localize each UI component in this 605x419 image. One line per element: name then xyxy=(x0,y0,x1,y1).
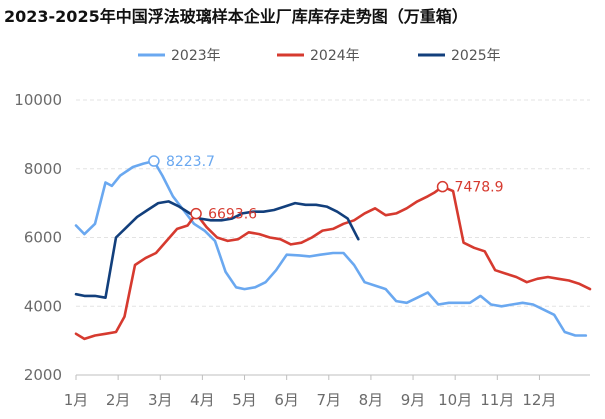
y-tick-label: 8000 xyxy=(24,160,62,178)
annotations: 8223.7 6693.6 7478.9 xyxy=(148,154,504,223)
x-tick-label: 10月 xyxy=(438,391,472,409)
annotation-marker xyxy=(190,207,202,220)
x-tick-label: 4月 xyxy=(190,391,215,409)
annotation-marker xyxy=(436,180,449,193)
x-tick-label: 9月 xyxy=(401,391,426,409)
series-line xyxy=(74,185,592,341)
x-tick-label: 7月 xyxy=(317,391,342,409)
y-tick-label: 10000 xyxy=(14,91,62,109)
legend-label: 2023年 xyxy=(171,48,221,64)
series-line xyxy=(74,159,588,337)
x-tick-label: 1月 xyxy=(64,391,89,409)
x-tick-label: 3月 xyxy=(148,391,173,409)
x-tick-label: 5月 xyxy=(232,391,257,409)
y-axis-ticks: 2000 4000 6000 8000 10000 xyxy=(14,91,62,384)
legend: 2023年 2024年 2025年 xyxy=(138,48,501,64)
annotation-label: 8223.7 xyxy=(166,154,215,170)
y-tick-label: 4000 xyxy=(24,297,62,315)
chart-title: 2023-2025年中国浮法玻璃样本企业厂库库存走势图（万重箱） xyxy=(4,7,468,26)
x-tick-label: 12月 xyxy=(522,391,556,409)
annotation-marker xyxy=(148,155,160,167)
series-lines xyxy=(74,159,592,341)
series-line xyxy=(74,200,360,300)
x-tick-label: 11月 xyxy=(480,391,514,409)
x-tick-label: 2月 xyxy=(106,391,131,409)
x-axis: 1月 2月 3月 4月 5月 6月 7月 8月 9月 10月 11月 12月 xyxy=(64,374,590,409)
y-tick-label: 2000 xyxy=(24,366,62,384)
x-tick-label: 6月 xyxy=(274,391,299,409)
y-tick-label: 6000 xyxy=(24,229,62,247)
annotation-label: 6693.6 xyxy=(208,207,257,223)
annotation-label: 7478.9 xyxy=(455,180,504,196)
legend-label: 2025年 xyxy=(451,48,501,64)
legend-label: 2024年 xyxy=(310,48,360,64)
x-tick-label: 8月 xyxy=(359,391,384,409)
